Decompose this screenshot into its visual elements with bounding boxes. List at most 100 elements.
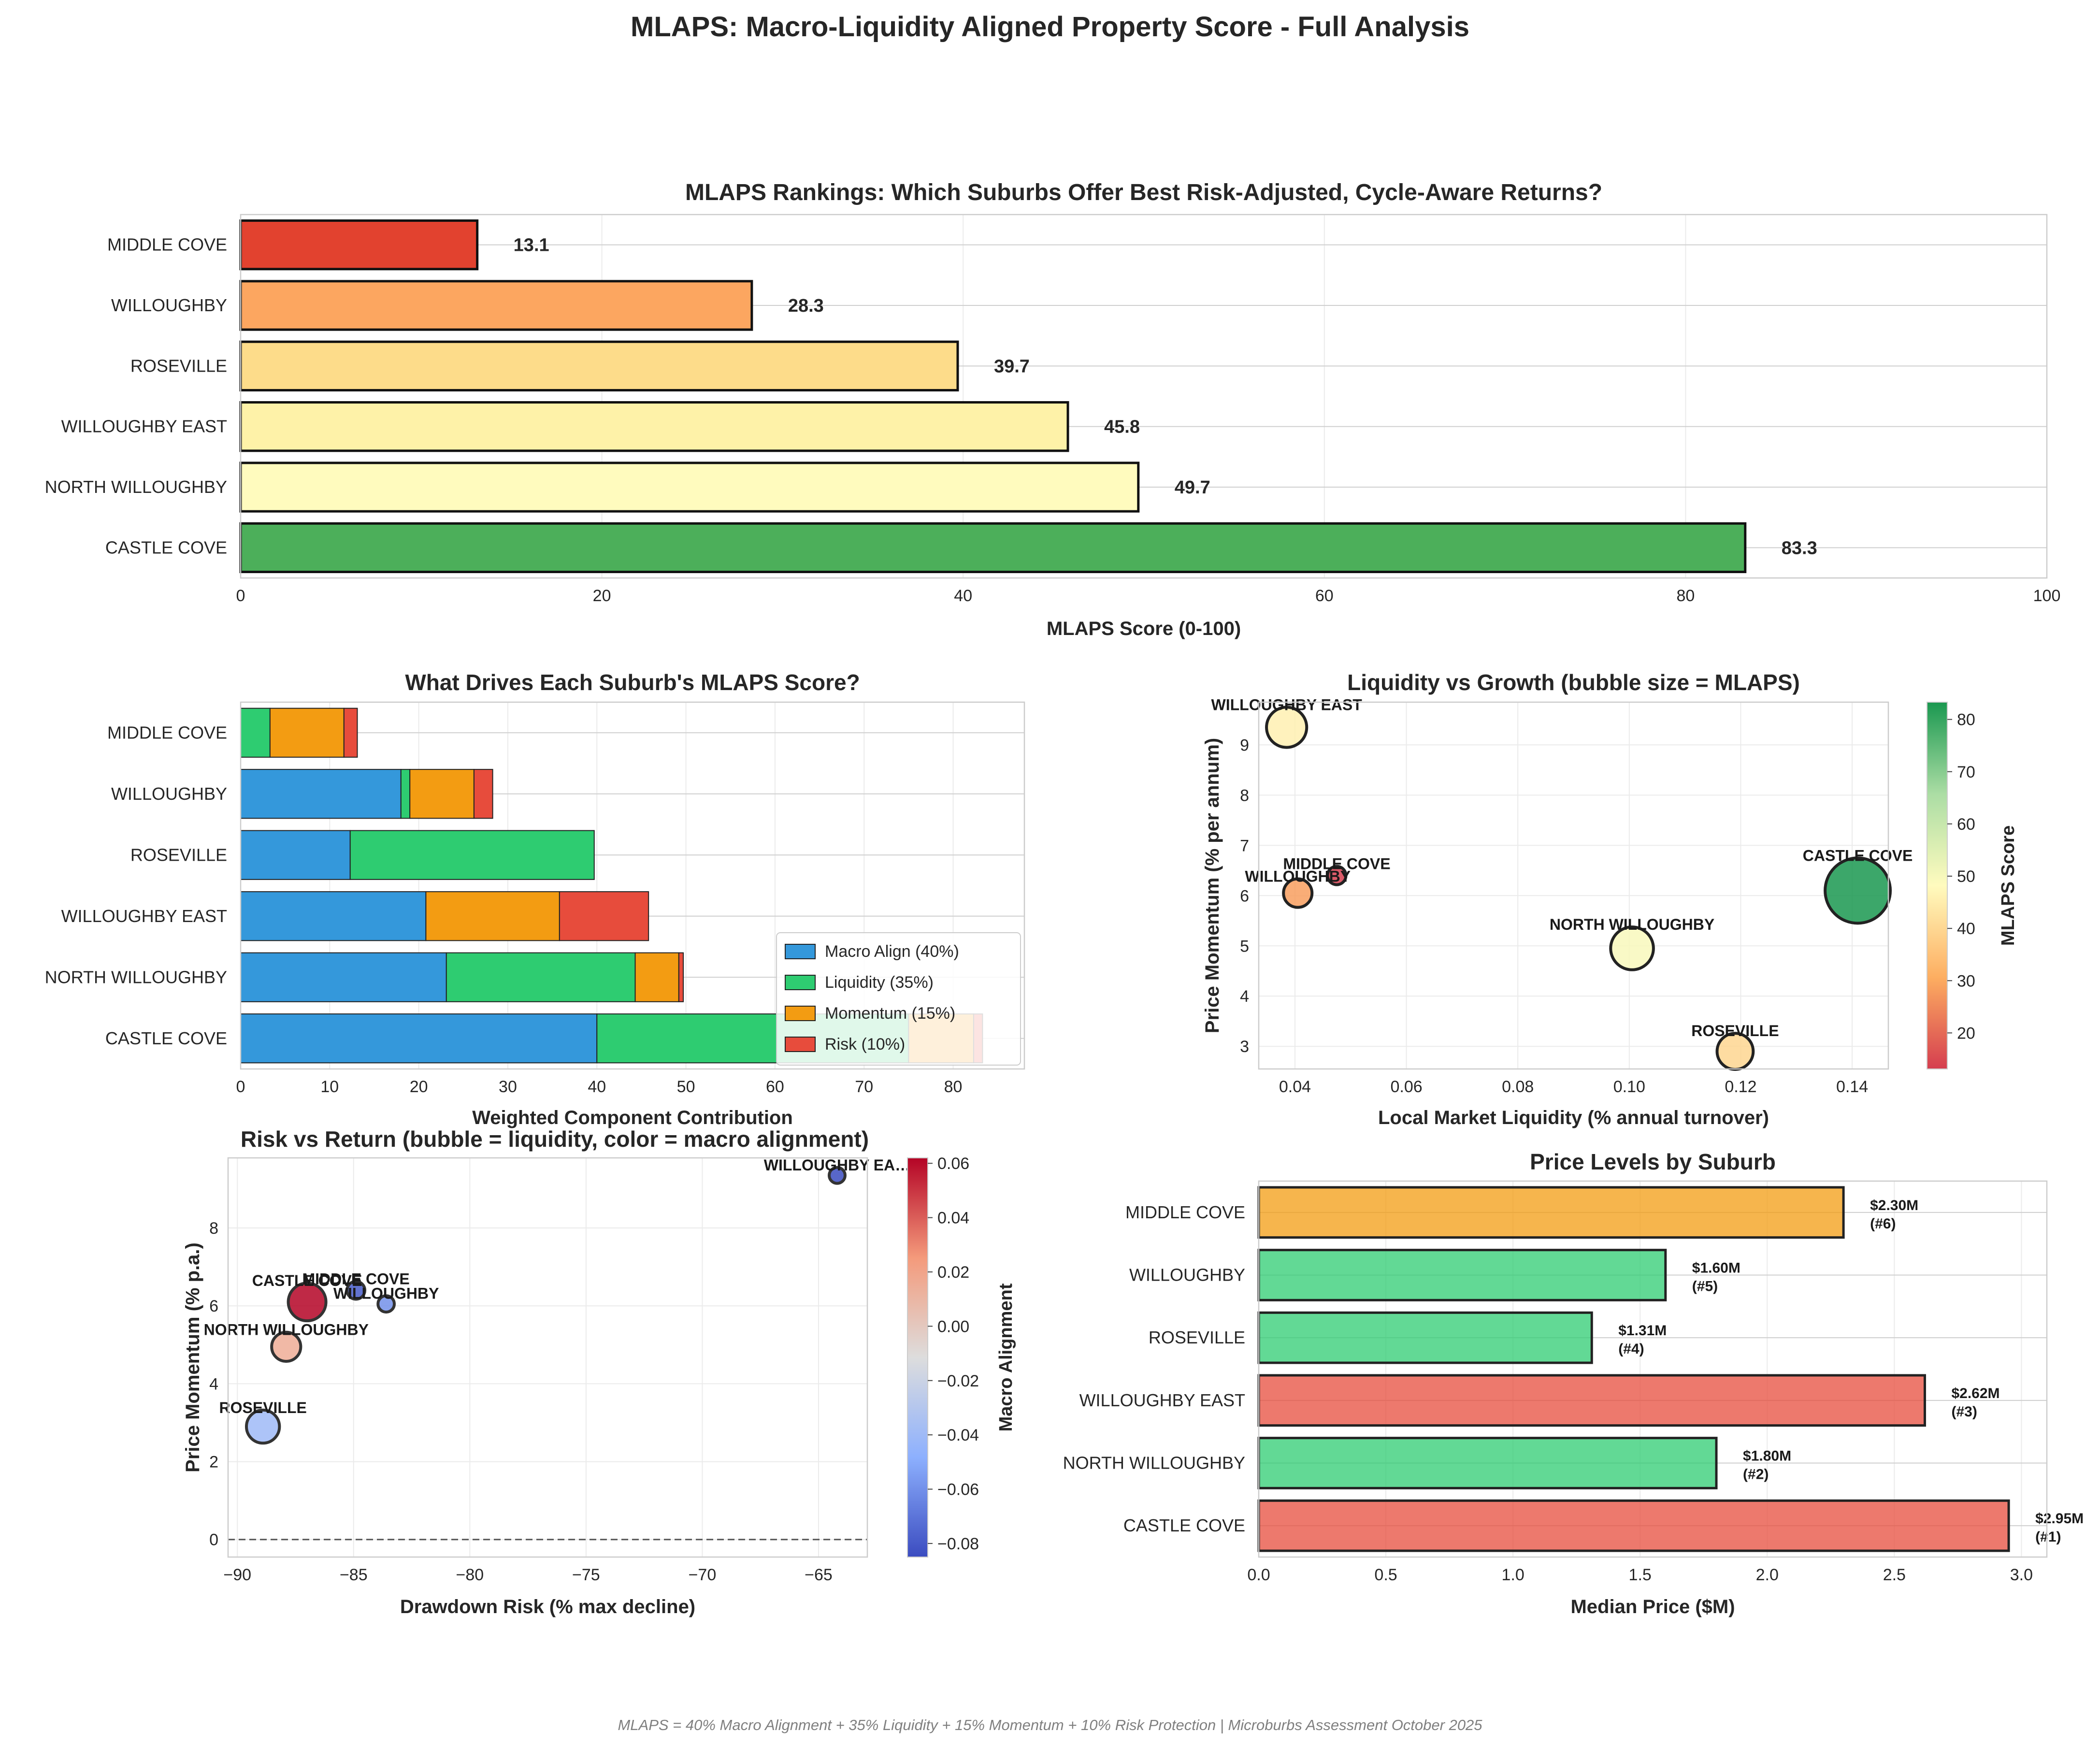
point-label: CASTLE COVE [1803, 847, 1913, 864]
point-label: NORTH WILLOUGHBY [1550, 916, 1714, 933]
x-tick-label: 80 [944, 1078, 963, 1096]
plot-border [227, 1157, 868, 1558]
colorbar-tick-label: −0.04 [937, 1426, 979, 1444]
y-tick-label: 6 [1240, 887, 1249, 905]
x-axis-label: Local Market Liquidity (% annual turnove… [1378, 1107, 1769, 1128]
legend-entry: Risk (10%) [825, 1035, 905, 1053]
legend-swatch [785, 944, 816, 959]
bubble-castle-cove [1824, 856, 1892, 925]
bar-value-label: $2.95M [2035, 1511, 2084, 1527]
stacked-segment-1 [240, 952, 447, 1002]
colorbar-tick-label: 0.02 [937, 1263, 969, 1282]
x-tick-label: −85 [340, 1566, 368, 1584]
x-tick-label: 40 [954, 587, 972, 605]
stacked-segment-3 [409, 769, 475, 819]
point-label: MIDDLE COVE [302, 1270, 409, 1288]
x-tick-label: 20 [593, 587, 611, 605]
x-tick-label: 80 [1676, 587, 1695, 605]
x-tick-label: 0 [236, 587, 245, 605]
bar-middle-cove [239, 219, 479, 271]
colorbar-label: MLAPS Score [1998, 825, 2018, 946]
stacked-segment-4 [678, 952, 684, 1002]
colorbar-tick-label: 80 [1957, 711, 1975, 729]
bar-willoughby [239, 280, 753, 331]
bubble-north-willoughby [1609, 925, 1655, 971]
x-tick-label: 3.0 [2010, 1566, 2033, 1584]
x-tick-label: 2.0 [1756, 1566, 1779, 1584]
x-tick-label: −90 [223, 1566, 251, 1584]
x-tick-label: 70 [855, 1078, 873, 1096]
stacked-segment-3 [269, 707, 345, 758]
stacked-segment-1 [240, 891, 427, 941]
colorbar-tick-label: 50 [1957, 867, 1975, 886]
x-tick-label: 1.5 [1629, 1566, 1652, 1584]
x-tick-label: 0.10 [1613, 1078, 1645, 1096]
y-axis-label: Price Momentum (% p.a.) [182, 1242, 203, 1472]
x-tick-label: 10 [320, 1078, 339, 1096]
x-tick-label: −70 [689, 1566, 717, 1584]
legend-entry: Liquidity (35%) [825, 973, 934, 992]
stacked-segment-2 [446, 952, 636, 1002]
y-tick-label: 5 [1240, 937, 1249, 955]
chart-title: Price Levels by Suburb [1530, 1149, 1776, 1174]
risk-return-chart: −90 −85 −80 −75 −70 −65 0 2 4 6 8 WILLOUGHBY EA… MID… [182, 1126, 1016, 1617]
colorbar-tick-label: 0.04 [937, 1209, 969, 1227]
bubble-willoughby-east [1265, 706, 1309, 749]
point-label: ROSEVILLE [1691, 1022, 1779, 1039]
stacked-segment-4 [559, 891, 649, 941]
y-tick-label: MIDDLE COVE [1125, 1202, 1245, 1222]
y-tick-label: 4 [1240, 987, 1249, 1006]
point-label: WILLOUGHBY EAST [1211, 696, 1363, 713]
bubble-north-willoughby [270, 1330, 302, 1363]
bar-value-label: $1.80M [1743, 1448, 1791, 1464]
bar-willoughby-east [239, 401, 1069, 452]
legend-entry: Momentum (15%) [825, 1004, 955, 1023]
y-tick-label: ROSEVILLE [130, 356, 227, 375]
x-axis-label: MLAPS Score (0-100) [1047, 618, 1241, 639]
colorbar [1927, 702, 1948, 1069]
bar-rank-label: (#3) [1951, 1404, 1977, 1420]
colorbar-label: Macro Alignment [996, 1283, 1016, 1431]
bar-rank-label: (#5) [1692, 1279, 1718, 1295]
y-tick-label: 2 [209, 1453, 218, 1472]
y-tick-label: MIDDLE COVE [107, 722, 227, 742]
y-tick-label: CASTLE COVE [105, 1028, 227, 1048]
x-tick-label: 60 [1315, 587, 1334, 605]
stacked-segment-3 [634, 952, 679, 1002]
plot-border [240, 214, 2048, 579]
y-tick-label: 8 [1240, 786, 1249, 805]
bubble-willoughby [376, 1294, 396, 1314]
bubble-willoughby-ea- [827, 1166, 847, 1185]
x-tick-label: 0.04 [1279, 1078, 1311, 1096]
plot-background [241, 215, 2047, 578]
colorbar-tick-label: −0.02 [937, 1372, 979, 1390]
colorbar-tick-label: −0.08 [937, 1535, 979, 1553]
x-tick-label: 0.08 [1502, 1078, 1534, 1096]
colorbar-tick-label: 0.06 [937, 1154, 969, 1173]
x-tick-label: 0.5 [1374, 1566, 1397, 1584]
x-tick-label: −80 [456, 1566, 484, 1584]
x-tick-label: −65 [805, 1566, 833, 1584]
components-chart: 0 10 20 30 40 50 60 70 80 CASTLE COVE NORTH WILLOU… [45, 670, 1025, 1128]
price-levels-chart: 0.0 0.5 1.0 1.5 2.0 2.5 3.0 $2.95M (#1) CASTLE CO… [1063, 1149, 2084, 1617]
bar-roseville [239, 340, 959, 391]
legend-swatch [785, 1037, 816, 1052]
bar-value-label: $2.30M [1870, 1198, 1918, 1213]
y-tick-label: 9 [1240, 736, 1249, 754]
point-label: WILLOUGHBY EA… [764, 1156, 910, 1174]
x-tick-label: 60 [766, 1078, 784, 1096]
legend-swatch [785, 1006, 816, 1021]
bar-north-willoughby [239, 462, 1140, 513]
bar-willoughby-east [1257, 1374, 1926, 1427]
y-tick-label: WILLOUGHBY [111, 295, 227, 315]
bar-rank-label: (#6) [1870, 1216, 1896, 1232]
x-tick-label: 0.14 [1836, 1078, 1868, 1096]
x-tick-label: 0.06 [1390, 1078, 1422, 1096]
colorbar [907, 1157, 928, 1558]
legend-entry: Macro Align (40%) [825, 942, 959, 961]
footer-note: MLAPS = 40% Macro Alignment + 35% Liquid… [618, 1717, 1482, 1733]
bubble-castle-cove [287, 1282, 328, 1323]
bar-value-label: 83.3 [1782, 538, 1817, 558]
legend-box [776, 932, 1021, 1066]
stacked-segment-3 [425, 891, 560, 941]
